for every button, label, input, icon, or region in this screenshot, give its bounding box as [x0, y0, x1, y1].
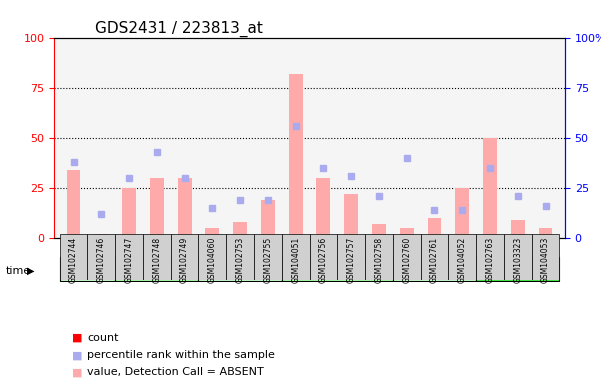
Text: 7 d: 7 d	[328, 264, 346, 274]
Text: GSM102753: GSM102753	[236, 237, 245, 283]
Bar	[261, 200, 275, 238]
Text: 9 d: 9 d	[426, 264, 444, 274]
FancyBboxPatch shape	[115, 257, 198, 281]
Text: GSM102761: GSM102761	[430, 237, 439, 283]
Text: GSM104060: GSM104060	[208, 237, 217, 283]
Bar	[94, 234, 108, 238]
Bar	[344, 194, 358, 238]
Text: ■: ■	[72, 367, 82, 377]
Text: GDS2431 / 223813_at: GDS2431 / 223813_at	[95, 21, 263, 37]
Bar	[511, 220, 525, 238]
Text: GSM104053: GSM104053	[541, 237, 550, 283]
Bar	[233, 222, 247, 238]
Text: GSM102756: GSM102756	[319, 237, 328, 283]
FancyBboxPatch shape	[59, 234, 87, 280]
FancyBboxPatch shape	[171, 234, 198, 280]
Text: GSM102746: GSM102746	[97, 237, 106, 283]
FancyBboxPatch shape	[310, 234, 337, 280]
Text: GSM103323: GSM103323	[513, 237, 522, 283]
Bar	[67, 170, 81, 238]
FancyBboxPatch shape	[87, 234, 115, 280]
FancyBboxPatch shape	[393, 234, 421, 280]
Bar	[317, 178, 331, 238]
Bar	[150, 178, 163, 238]
Text: GSM102760: GSM102760	[402, 237, 411, 283]
Bar	[427, 218, 441, 238]
Bar	[538, 228, 552, 238]
FancyBboxPatch shape	[115, 234, 143, 280]
FancyBboxPatch shape	[476, 257, 560, 281]
Text: GSM102749: GSM102749	[180, 237, 189, 283]
Text: count: count	[87, 333, 118, 343]
Text: 11 d: 11 d	[505, 264, 530, 274]
Text: GSM102744: GSM102744	[69, 237, 78, 283]
FancyBboxPatch shape	[476, 234, 504, 280]
Text: percentile rank within the sample: percentile rank within the sample	[87, 350, 275, 360]
FancyBboxPatch shape	[254, 234, 282, 280]
FancyBboxPatch shape	[226, 234, 254, 280]
Text: value, Detection Call = ABSENT: value, Detection Call = ABSENT	[87, 367, 264, 377]
Bar	[372, 224, 386, 238]
Text: GSM102755: GSM102755	[263, 237, 272, 283]
Text: GSM104051: GSM104051	[291, 237, 300, 283]
Bar	[122, 188, 136, 238]
FancyBboxPatch shape	[448, 234, 476, 280]
FancyBboxPatch shape	[365, 234, 393, 280]
FancyBboxPatch shape	[421, 234, 448, 280]
Text: 1 d: 1 d	[79, 264, 96, 274]
Text: GSM102757: GSM102757	[347, 237, 356, 283]
Text: GSM104052: GSM104052	[458, 237, 467, 283]
Bar	[288, 74, 302, 238]
Text: ■: ■	[72, 333, 82, 343]
FancyBboxPatch shape	[198, 234, 226, 280]
FancyBboxPatch shape	[504, 234, 532, 280]
FancyBboxPatch shape	[59, 257, 115, 281]
FancyBboxPatch shape	[143, 234, 171, 280]
Text: 5 d: 5 d	[231, 264, 249, 274]
FancyBboxPatch shape	[282, 257, 393, 281]
FancyBboxPatch shape	[282, 234, 310, 280]
FancyBboxPatch shape	[198, 257, 282, 281]
Text: 3 d: 3 d	[148, 264, 166, 274]
Bar	[456, 188, 469, 238]
Text: ▶: ▶	[27, 266, 34, 276]
Text: ■: ■	[72, 350, 82, 360]
Bar	[206, 228, 219, 238]
Text: GSM102763: GSM102763	[486, 237, 495, 283]
Text: GSM102758: GSM102758	[374, 237, 383, 283]
Bar	[400, 228, 413, 238]
Bar	[178, 178, 192, 238]
FancyBboxPatch shape	[337, 234, 365, 280]
Text: GSM102748: GSM102748	[152, 237, 161, 283]
Text: GSM102747: GSM102747	[124, 237, 133, 283]
FancyBboxPatch shape	[532, 234, 560, 280]
FancyBboxPatch shape	[393, 257, 476, 281]
Bar	[483, 138, 497, 238]
Text: time: time	[6, 266, 31, 276]
